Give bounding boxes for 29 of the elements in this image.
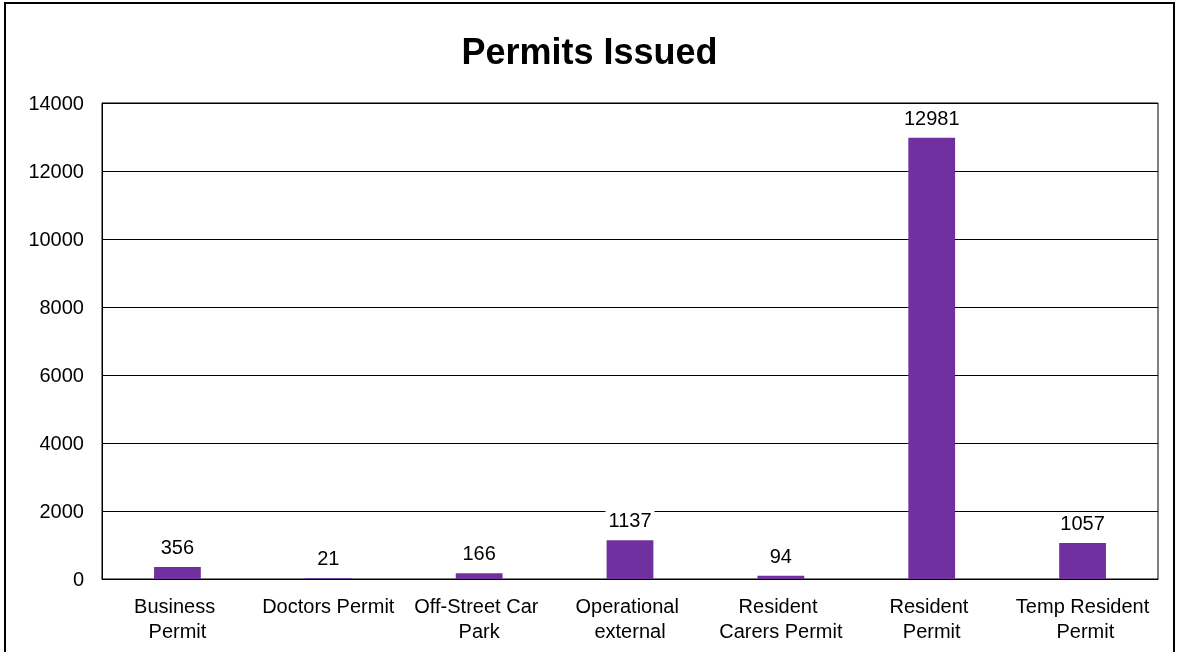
bar <box>455 573 503 579</box>
chart-title: Permits Issued <box>461 30 718 72</box>
y-tick-label: 10000 <box>28 228 84 250</box>
x-tick-label: Resident Carers Permit <box>719 594 843 642</box>
data-label: 356 <box>160 535 195 558</box>
x-tick-label: Resident Permit <box>889 594 974 642</box>
y-tick-label: 8000 <box>39 296 84 318</box>
data-label: 166 <box>462 542 496 565</box>
bar <box>908 137 956 579</box>
x-tick-label: Doctors Permit <box>262 594 395 617</box>
x-tick-label: Temp Resident Permit <box>1015 594 1150 642</box>
y-tick-label: 0 <box>72 568 84 590</box>
y-tick-label: 6000 <box>39 364 84 386</box>
data-label: 12981 <box>903 106 960 129</box>
bar <box>606 540 654 579</box>
y-tick-label: 12000 <box>28 160 84 182</box>
data-label: 21 <box>317 547 340 570</box>
y-tick-label: 14000 <box>28 92 84 114</box>
data-label: 1057 <box>1060 512 1105 535</box>
x-tick-label: Off-Street Car Park <box>414 594 544 642</box>
bar <box>154 566 201 579</box>
data-label: 94 <box>769 544 792 567</box>
bar <box>757 575 805 579</box>
x-tick-label: Business Permit <box>134 594 221 642</box>
y-tick-label: 4000 <box>39 432 84 454</box>
y-tick-label: 2000 <box>39 500 84 522</box>
x-tick-label: Operational external <box>575 594 685 642</box>
data-label: 1137 <box>608 509 652 532</box>
bar <box>1059 543 1106 579</box>
